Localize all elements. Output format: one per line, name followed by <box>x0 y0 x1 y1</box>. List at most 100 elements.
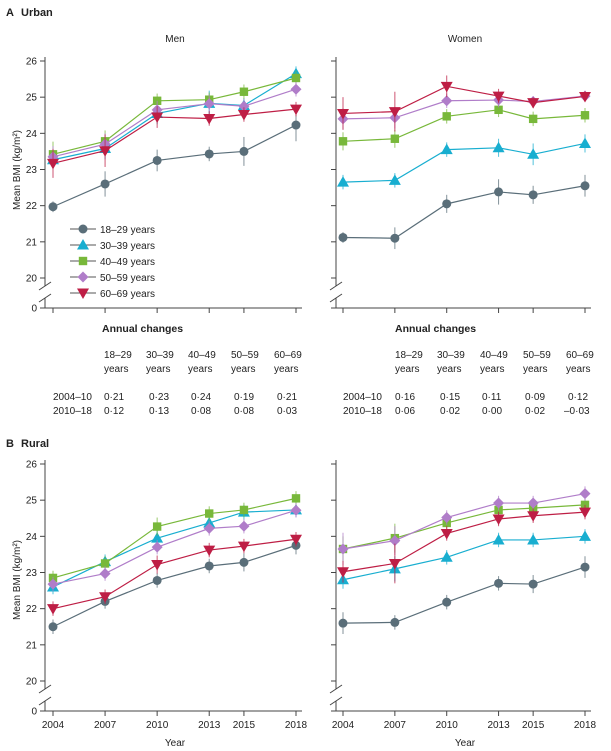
x-tick-label: 2013 <box>198 720 221 731</box>
panel-a-title: Urban <box>21 7 53 19</box>
axis-break-mark <box>38 293 52 303</box>
series-line <box>52 88 297 158</box>
ac-value: 0·12 <box>568 392 588 403</box>
data-point <box>239 505 249 515</box>
data-point <box>527 148 540 159</box>
ac-header: 40–49 <box>188 350 216 361</box>
x-tick-label: 2004 <box>42 720 65 731</box>
x-tick-label: 2010 <box>436 720 459 731</box>
data-point <box>492 141 505 153</box>
legend-label-50-59: 50–59 years <box>100 273 155 284</box>
data-point <box>239 146 249 156</box>
data-point <box>203 114 216 125</box>
ac-row-label: 2004–10 <box>343 392 382 403</box>
data-point <box>238 520 250 532</box>
ac-header: years <box>566 364 590 375</box>
ac-header: 60–69 <box>566 350 594 361</box>
series-line <box>52 77 297 155</box>
data-point <box>152 522 162 531</box>
data-point <box>205 509 214 518</box>
series-line <box>342 95 586 120</box>
y-axis-title-rural: Mean BMI (kg/m²) <box>12 540 23 620</box>
ac-header: years <box>395 364 419 375</box>
legend-marker-circle <box>78 224 88 234</box>
ac-header: years <box>437 364 461 375</box>
series-50-59 <box>337 90 591 130</box>
data-point <box>441 95 453 107</box>
ac-value: 0·09 <box>525 392 545 403</box>
panel-a-letter: A <box>6 7 14 19</box>
data-point <box>237 110 250 121</box>
data-point <box>290 504 302 516</box>
data-point <box>390 233 400 243</box>
x-tick-label: 2010 <box>146 720 169 731</box>
panel-b-letter: B <box>6 438 14 450</box>
y-tick-label: 23 <box>26 568 38 579</box>
ac-header: years <box>188 364 212 375</box>
ac-header: 30–39 <box>146 350 174 361</box>
data-point <box>493 497 505 509</box>
y-tick-label: 23 <box>26 165 38 176</box>
data-point <box>290 104 302 116</box>
series-line <box>342 566 586 624</box>
ac-header: years <box>104 364 128 375</box>
x-tick-label: 2004 <box>332 720 355 731</box>
annual-changes-title-women: Annual changes <box>395 323 476 335</box>
data-point <box>100 559 110 568</box>
data-point <box>494 105 503 115</box>
y-tick-label: 25 <box>26 496 38 507</box>
data-point <box>580 562 590 572</box>
data-point <box>337 567 349 578</box>
ac-value: 0·00 <box>482 406 502 417</box>
ac-value: 0·08 <box>191 406 211 417</box>
data-point <box>203 522 215 534</box>
ac-header: 30–39 <box>437 350 465 361</box>
ac-value: 0·16 <box>395 392 415 403</box>
series-line <box>342 535 586 581</box>
plot-B-men: 20 21 22 23 24 25 26 0 2004 2007 2010 2013 2015 2018 <box>26 460 308 732</box>
data-point <box>579 137 591 148</box>
data-point <box>440 551 453 562</box>
data-point <box>99 146 112 157</box>
data-point <box>338 618 348 628</box>
y-tick-label: 26 <box>26 460 38 471</box>
data-point <box>528 579 538 589</box>
data-point <box>100 179 110 189</box>
data-point <box>47 158 59 170</box>
data-point <box>580 181 590 191</box>
series-18-29 <box>48 108 301 213</box>
data-point <box>579 507 591 519</box>
y-tick-label: 20 <box>26 677 38 688</box>
y-tick-label: 24 <box>26 129 38 140</box>
ac-header: 40–49 <box>480 350 508 361</box>
data-point <box>48 202 58 212</box>
data-point <box>291 120 301 130</box>
ac-value: 0·13 <box>149 406 169 417</box>
x-tick-label: 2015 <box>233 720 256 731</box>
data-point <box>388 107 401 118</box>
data-point <box>47 604 59 615</box>
ac-row-label: 2004–10 <box>53 392 92 403</box>
plot-B-women: 2004 2007 2010 2013 2015 2018 <box>329 460 597 731</box>
x-tick-label: 2013 <box>487 720 510 731</box>
ac-header: years <box>274 364 298 375</box>
data-point <box>99 568 111 580</box>
data-point <box>579 488 591 500</box>
data-point <box>579 91 591 103</box>
data-point <box>492 533 505 545</box>
data-point <box>151 532 164 543</box>
legend: 18–29 years 30–39 years 40–49 years 50–5… <box>70 224 155 300</box>
data-point <box>204 561 214 571</box>
data-point <box>151 112 164 124</box>
series-line <box>342 109 586 142</box>
data-point <box>152 575 162 585</box>
col-title-women-urban: Women <box>448 34 482 45</box>
y-tick-label: 22 <box>26 604 38 615</box>
series-line <box>52 509 297 585</box>
y-tick-label: 24 <box>26 532 38 543</box>
data-point <box>237 541 250 553</box>
series-18-29 <box>338 174 590 250</box>
data-point <box>290 83 302 95</box>
ac-value: 0·21 <box>277 392 297 403</box>
data-point <box>388 558 401 570</box>
